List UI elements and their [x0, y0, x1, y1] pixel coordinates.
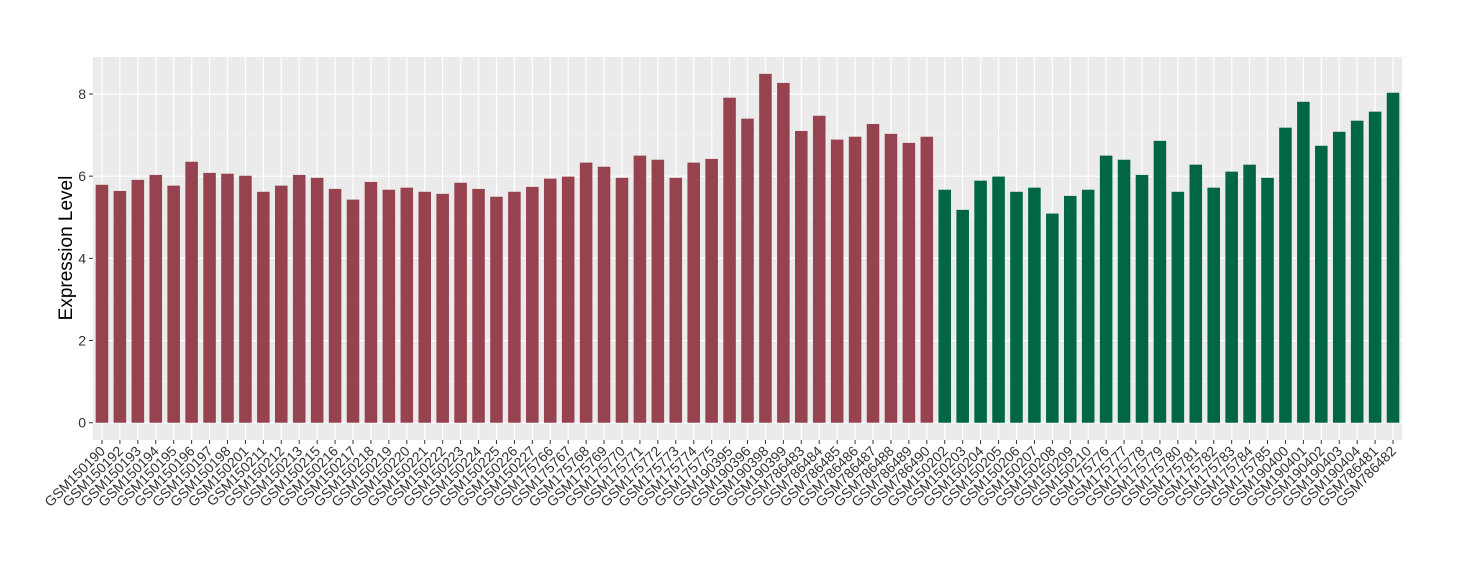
bar: [741, 118, 754, 423]
bar: [1368, 111, 1382, 423]
bar: [956, 209, 969, 423]
bar: [1153, 140, 1167, 423]
bar: [95, 184, 109, 423]
bar: [1350, 120, 1364, 423]
bar: [275, 185, 288, 423]
bar: [651, 159, 665, 423]
bar: [346, 199, 360, 423]
bar: [974, 180, 987, 423]
bar: [1386, 92, 1400, 423]
bar: [597, 166, 611, 423]
y-tick-label: 2: [78, 333, 86, 349]
bar: [490, 196, 503, 423]
bar: [1135, 174, 1149, 423]
bar: [1243, 164, 1256, 423]
bar: [508, 191, 521, 423]
bar: [1225, 171, 1238, 423]
bar: [1261, 177, 1274, 423]
bar: [526, 186, 539, 423]
bar: [615, 177, 629, 423]
bar: [1207, 187, 1220, 423]
bar: [579, 162, 593, 423]
y-axis-label: Expression Level: [56, 176, 77, 321]
bar: [418, 191, 432, 423]
bar: [185, 161, 198, 423]
bar: [830, 139, 844, 423]
bar: [543, 178, 557, 423]
bar: [1099, 155, 1113, 423]
bar: [382, 189, 396, 423]
bar: [113, 190, 127, 423]
y-tick-label: 6: [78, 168, 86, 184]
bar: [167, 185, 180, 423]
bar: [1189, 164, 1203, 423]
bar: [328, 188, 342, 423]
bar: [1046, 213, 1059, 423]
bar: [884, 133, 898, 423]
bar: [795, 130, 808, 423]
bar: [131, 179, 145, 423]
bar: [633, 155, 647, 423]
bar: [203, 172, 216, 423]
bar: [920, 136, 934, 423]
bar: [221, 173, 234, 423]
bar: [1315, 145, 1328, 423]
y-tick-label: 8: [78, 86, 86, 102]
y-tick-label: 4: [78, 250, 86, 266]
bar: [310, 177, 324, 423]
bar: [1297, 101, 1310, 423]
bar: [1117, 159, 1131, 423]
bar: [777, 82, 790, 423]
bar: [902, 142, 916, 423]
bar: [257, 191, 270, 423]
bar: [723, 97, 736, 423]
bar: [1081, 189, 1095, 423]
bar: [848, 136, 862, 423]
bar: [472, 188, 485, 423]
bar: [400, 187, 414, 423]
bar: [992, 176, 1005, 423]
bar: [759, 73, 772, 423]
bar: [705, 158, 718, 423]
bar: [938, 189, 952, 423]
bar: [687, 162, 700, 423]
bar: [436, 193, 449, 423]
bar: [364, 181, 378, 423]
bar: [454, 182, 467, 423]
bar: [1171, 191, 1185, 423]
y-tick-label: 0: [78, 415, 86, 431]
bar: [812, 115, 826, 423]
bar: [149, 174, 163, 423]
bar: [669, 177, 683, 423]
bar: [866, 123, 880, 423]
bar: [1332, 131, 1346, 423]
bar: [1010, 191, 1023, 423]
bar: [1063, 195, 1077, 423]
bar: [239, 175, 252, 423]
bar: [1279, 127, 1292, 423]
bar: [292, 174, 306, 423]
bar: [561, 176, 575, 423]
bar: [1028, 187, 1041, 423]
